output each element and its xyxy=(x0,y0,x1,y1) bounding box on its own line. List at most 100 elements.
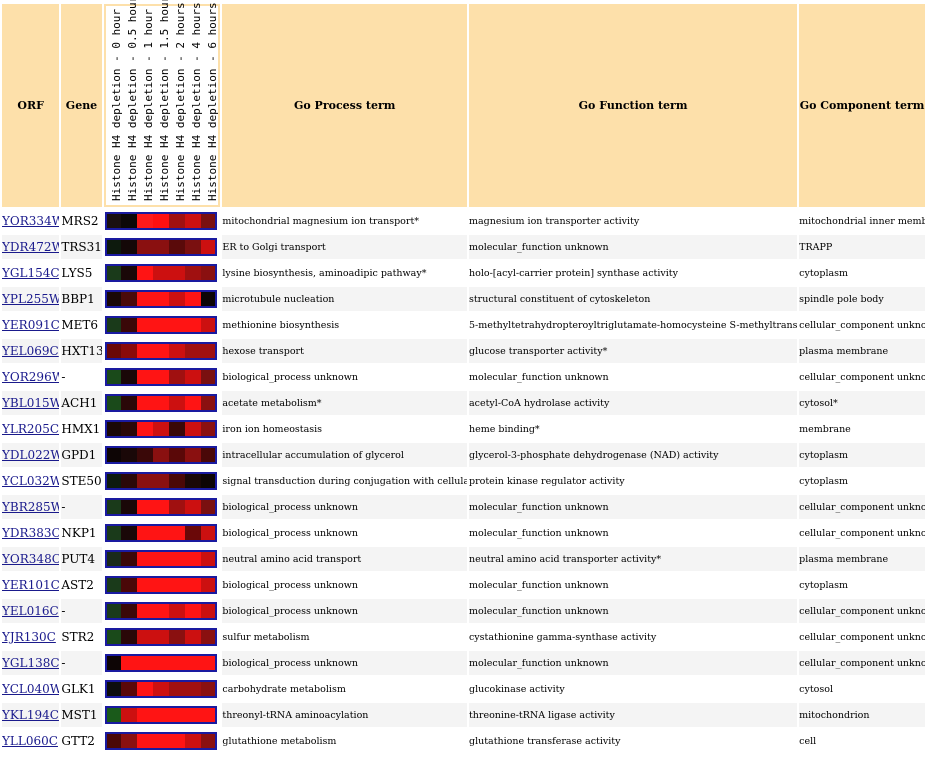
gene-header: Gene xyxy=(61,4,102,207)
expression-heatmap[interactable] xyxy=(104,446,217,464)
process-cell: mitochondrial magnesium ion transport* xyxy=(222,215,420,227)
table-row: YOR296W - biological_process unknown molecu… xyxy=(2,365,925,389)
heatmap-swatch xyxy=(106,318,121,332)
heatmap-swatch xyxy=(152,526,169,540)
component-cell: cytosol* xyxy=(799,391,925,415)
heatmap-swatch xyxy=(106,396,121,410)
expression-heatmap[interactable] xyxy=(104,368,217,386)
orf-cell: YEL069C xyxy=(2,339,60,363)
orf-link[interactable]: YKL194C xyxy=(2,708,59,722)
orf-link[interactable]: YCL040W xyxy=(2,682,60,696)
component-cell: cellular_component unknown xyxy=(799,371,925,383)
orf-link[interactable]: YJR130C xyxy=(2,630,56,644)
expression-heatmap[interactable] xyxy=(104,732,217,750)
heatmap-swatch xyxy=(168,422,185,436)
orf-link[interactable]: YBR285W xyxy=(2,500,60,514)
expression-heatmap[interactable] xyxy=(104,498,217,516)
orf-link[interactable]: YCL032W xyxy=(2,474,60,488)
expression-heatmap[interactable] xyxy=(104,238,217,256)
gene-cell: - xyxy=(61,599,102,623)
heatmap-swatch xyxy=(152,474,169,488)
heatmap-swatch xyxy=(168,656,185,670)
orf-cell: YPL255W xyxy=(2,287,60,311)
heatmap-swatch xyxy=(120,240,137,254)
expression-heatmap[interactable] xyxy=(104,654,217,672)
expression-heatmap[interactable] xyxy=(104,394,217,412)
orf-link[interactable]: YOR348C xyxy=(2,552,60,566)
heatmap-cell xyxy=(103,677,221,701)
heatmap-swatch xyxy=(168,318,185,332)
component-header: Go Component term xyxy=(799,4,925,207)
function-cell: glycerol-3-phosphate dehydrogenase (NAD)… xyxy=(468,443,798,467)
function-header: Go Function term xyxy=(468,4,798,207)
heatmap-swatch xyxy=(152,630,169,644)
heatmap-cell xyxy=(103,339,221,363)
table-row: YKL194C MST1 threonyl-tRNA aminoacylation t… xyxy=(2,703,925,727)
orf-link[interactable]: YER091C xyxy=(2,318,60,332)
table-row: YDR472W TRS31 ER to Golgi transport molecul… xyxy=(2,235,925,259)
expression-heatmap[interactable] xyxy=(104,602,217,620)
process-cell: carbohydrate metabolism xyxy=(222,683,346,695)
expression-heatmap[interactable] xyxy=(104,524,217,542)
heatmap-swatch xyxy=(168,526,185,540)
expression-heatmap[interactable] xyxy=(104,342,217,360)
expression-heatmap[interactable] xyxy=(104,212,217,230)
heatmap-swatch xyxy=(136,266,153,280)
orf-link[interactable]: YDR383C xyxy=(2,526,60,540)
heatmap-swatch xyxy=(184,344,201,358)
process-cell: microtubule nucleation xyxy=(222,287,467,311)
gene-cell: MRS2 xyxy=(61,214,99,228)
orf-link[interactable]: YOR296W xyxy=(2,370,60,384)
component-cell: cell xyxy=(799,735,817,747)
function-cell: protein kinase regulator activity xyxy=(468,475,625,487)
orf-link[interactable]: YEL069C xyxy=(2,344,59,358)
heatmap-swatch xyxy=(200,630,215,644)
expression-heatmap[interactable] xyxy=(104,420,217,438)
heatmap-swatch xyxy=(152,656,169,670)
heatmap-cell xyxy=(103,209,221,233)
heatmap-swatch xyxy=(184,448,201,462)
orf-link[interactable]: YDL022W xyxy=(2,448,60,462)
heatmap-swatch xyxy=(106,708,121,722)
expression-heatmap[interactable] xyxy=(104,680,217,698)
orf-link[interactable]: YEL016C xyxy=(2,604,59,618)
function-cell: molecular_function unknown xyxy=(468,579,609,591)
orf-link[interactable]: YLR205C xyxy=(2,422,60,436)
heatmap-swatch xyxy=(136,604,153,618)
gene-cell: PUT4 xyxy=(61,547,102,571)
orf-link[interactable]: YLL060C xyxy=(2,734,58,748)
orf-link[interactable]: YOR334W xyxy=(2,214,60,228)
heatmap-cell xyxy=(103,261,221,285)
component-cell: cellular_component unknown xyxy=(799,527,925,539)
heatmap-swatch xyxy=(106,266,121,280)
orf-link[interactable]: YPL255W xyxy=(2,292,60,306)
expression-heatmap[interactable] xyxy=(104,472,217,490)
heatmap-swatch xyxy=(136,682,153,696)
component-cell: cellular_component unknown xyxy=(799,651,925,675)
heatmap-swatch xyxy=(168,344,185,358)
orf-link[interactable]: YGL138C xyxy=(2,656,60,670)
heatmap-swatch xyxy=(120,630,137,644)
expression-heatmap[interactable] xyxy=(104,316,217,334)
expression-heatmap[interactable] xyxy=(104,550,217,568)
heatmap-swatch xyxy=(168,734,185,748)
orf-link[interactable]: YER101C xyxy=(2,578,60,592)
orf-link[interactable]: YBL015W xyxy=(2,396,60,410)
expression-heatmap[interactable] xyxy=(104,576,217,594)
heatmap-swatch xyxy=(200,344,215,358)
expression-heatmap[interactable] xyxy=(104,628,217,646)
table-row: YOR348C PUT4 neutral amino acid transport n… xyxy=(2,547,925,571)
heatmap-swatch xyxy=(184,578,201,592)
heatmap-swatch xyxy=(168,578,185,592)
orf-cell: YOR296W xyxy=(2,365,59,389)
expression-heatmap[interactable] xyxy=(104,264,217,282)
process-cell: biological_process unknown xyxy=(222,371,359,383)
orf-cell: YEL016C xyxy=(2,599,60,623)
orf-link[interactable]: YGL154C xyxy=(2,266,60,280)
heatmap-swatch xyxy=(106,552,121,566)
orf-link[interactable]: YDR472W xyxy=(2,240,60,254)
expression-heatmap[interactable] xyxy=(104,706,217,724)
expression-heatmap[interactable] xyxy=(104,290,217,308)
experiment-label: Histone H4 depletion - 2 hours xyxy=(173,2,187,201)
